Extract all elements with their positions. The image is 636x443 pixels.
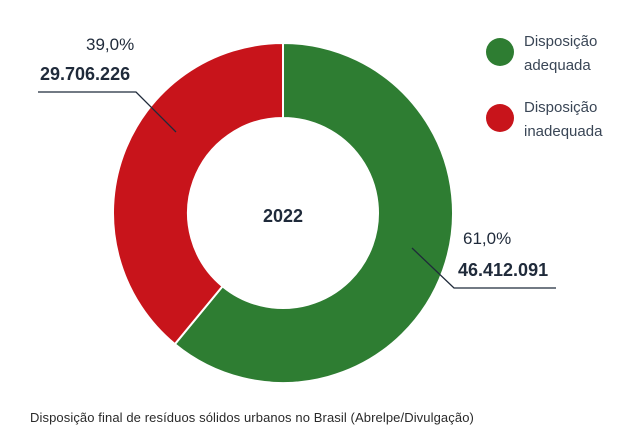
donut-slices: [111, 41, 454, 384]
legend: Disposição adequada Disposição inadequad…: [486, 33, 603, 140]
donut-slice-adequada: [173, 41, 454, 384]
leader-line-adequada: [411, 247, 556, 289]
slice-value-adequada: 46.412.091: [458, 260, 548, 280]
legend-label-inadequada-line2: inadequada: [524, 123, 603, 140]
slice-percent-inadequada: 39,0%: [86, 35, 134, 54]
legend-label-adequada-line2: adequada: [524, 57, 591, 74]
center-year-label: 2022: [263, 206, 303, 226]
legend-swatch-inadequada: [486, 104, 514, 132]
slice-value-inadequada: 29.706.226: [40, 64, 130, 84]
leader-line-inadequada: [38, 91, 177, 133]
donut-chart: 2022 39,0% 29.706.226 61,0% 46.412.091 D…: [38, 33, 603, 384]
figure-caption: Disposição final de resíduos sólidos urb…: [30, 410, 474, 425]
legend-label-adequada-line1: Disposição: [524, 33, 597, 50]
slice-percent-adequada: 61,0%: [463, 229, 511, 248]
legend-swatch-adequada: [486, 38, 514, 66]
legend-label-inadequada-line1: Disposição: [524, 99, 597, 116]
donut-slice-inadequada: [111, 41, 284, 346]
